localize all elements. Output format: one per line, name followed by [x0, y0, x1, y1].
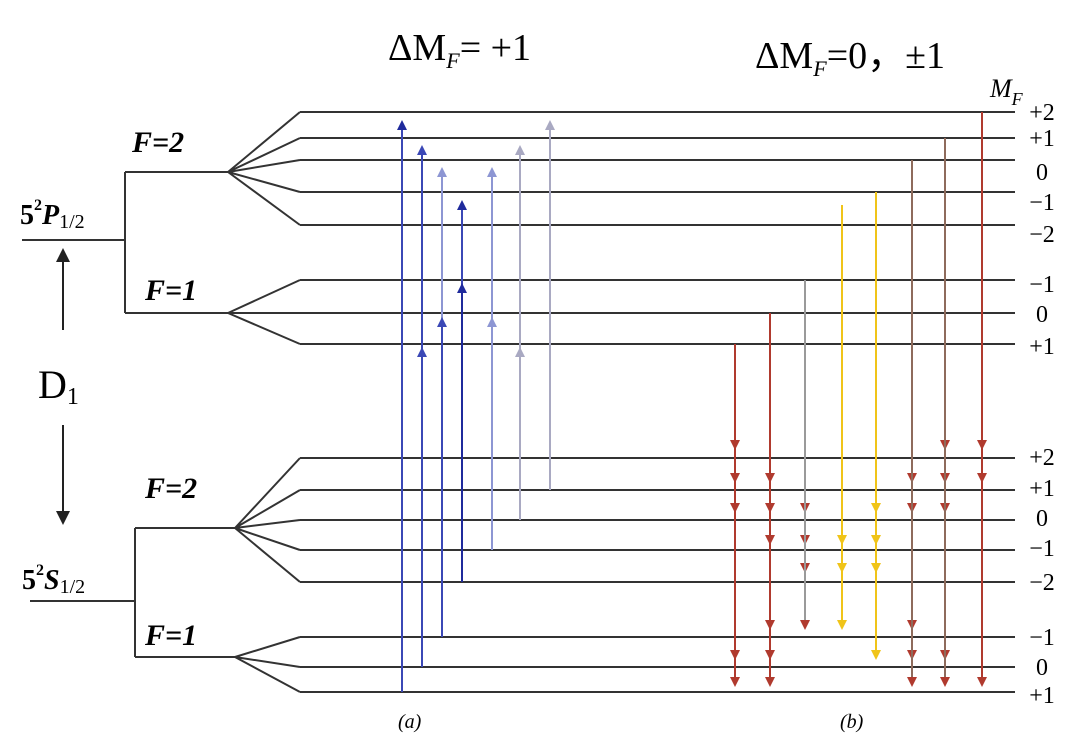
caption-a: (a) — [398, 711, 422, 733]
p-f2-label: F=2 — [131, 126, 184, 159]
p-f2-fan — [227, 111, 301, 226]
zeeman-sublevels — [300, 111, 1015, 693]
header-left: ΔMF= +1 — [388, 27, 531, 73]
decay-arrows — [730, 112, 987, 687]
mf-label: +1 — [1029, 334, 1055, 360]
mf-label: +1 — [1029, 476, 1055, 502]
p-f1-label: F=1 — [144, 274, 197, 307]
mf-label: +2 — [1029, 445, 1055, 471]
p-state-label: 52P1/2 — [20, 197, 85, 233]
d1-transition-label: D1 — [38, 362, 79, 410]
fine-structure-brackets — [22, 171, 235, 658]
mf-label: −2 — [1029, 570, 1055, 596]
mf-label: −1 — [1029, 190, 1055, 216]
mf-label: −1 — [1029, 536, 1055, 562]
mf-label: 0 — [1036, 160, 1048, 186]
mf-label: 0 — [1036, 655, 1048, 681]
mf-labels: +2 +1 0 −1 −2 −1 0 +1 +2 +1 0 −1 −2 −1 0… — [1029, 100, 1055, 709]
caption-b: (b) — [840, 711, 864, 733]
s-f1-label: F=1 — [144, 619, 197, 652]
mf-label: −1 — [1029, 272, 1055, 298]
mf-label: −2 — [1029, 222, 1055, 248]
mf-label: +1 — [1029, 126, 1055, 152]
mf-label: 0 — [1036, 506, 1048, 532]
s-f2-fan — [234, 457, 301, 583]
header-right: ΔMF=0，±1 — [755, 35, 945, 81]
excitation-arrows — [397, 120, 555, 692]
mf-label: 0 — [1036, 302, 1048, 328]
p-f1-fan — [227, 279, 301, 345]
mf-label: −1 — [1029, 625, 1055, 651]
mf-column-label: MF — [989, 74, 1024, 109]
mf-label: +2 — [1029, 100, 1055, 126]
s-f2-label: F=2 — [144, 472, 197, 505]
zeeman-fans — [227, 111, 301, 693]
s-state-label: 52S1/2 — [22, 562, 85, 598]
mf-label: +1 — [1029, 683, 1055, 709]
s-f1-fan — [234, 636, 301, 693]
